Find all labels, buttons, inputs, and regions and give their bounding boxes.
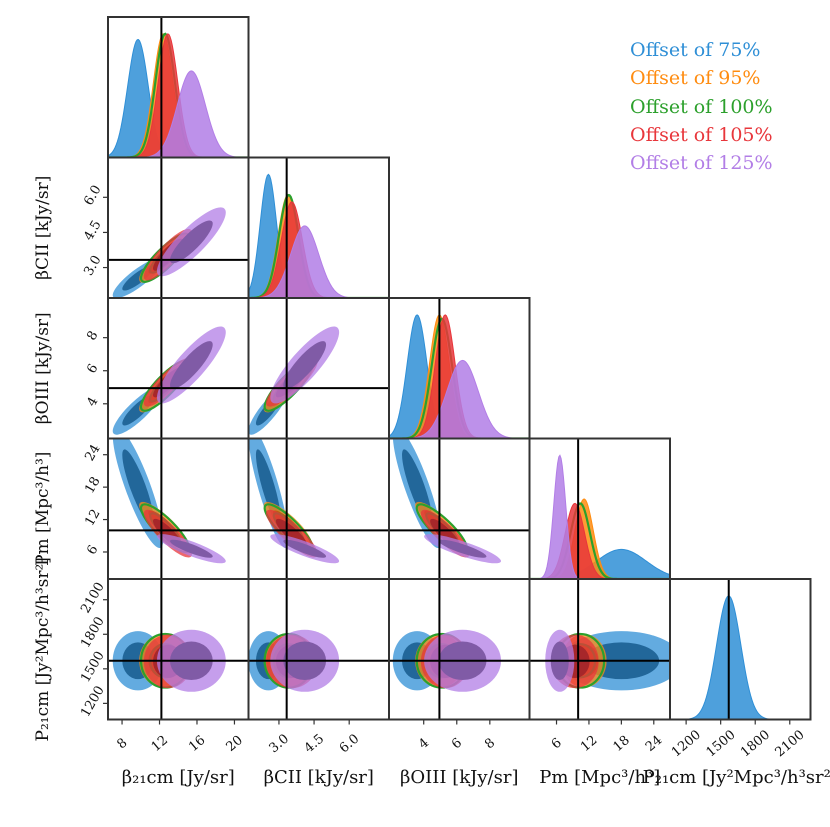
x-tick-label: 12 xyxy=(149,733,171,755)
contour xyxy=(170,539,213,558)
panel: 6 12 18 24 xyxy=(82,437,250,580)
x-axis-label: βOIII [kJy/sr] xyxy=(400,767,518,788)
x-tick-label: 4.5 xyxy=(302,731,327,756)
legend-entry: Offset of 100% xyxy=(630,95,773,118)
panel: 3.0 4.5 6.0 xyxy=(247,578,390,756)
contour xyxy=(283,341,327,389)
x-tick-label: 18 xyxy=(611,733,633,755)
panel xyxy=(388,437,531,580)
panel: 6 12 18 24 xyxy=(528,578,671,755)
panel: 1200 1500 1800 2100 xyxy=(669,578,812,761)
contour xyxy=(283,539,327,558)
y-tick-label: 6 xyxy=(84,543,101,558)
panel xyxy=(528,437,671,580)
contour xyxy=(170,220,213,264)
x-tick-label: 4 xyxy=(416,735,432,752)
x-tick-label: 1800 xyxy=(738,728,773,761)
x-tick-label: 12 xyxy=(578,733,600,755)
panel xyxy=(247,156,390,299)
panel xyxy=(107,16,250,159)
contour xyxy=(170,341,213,389)
y-tick-label: 3.0 xyxy=(81,253,104,278)
x-tick-label: 1200 xyxy=(669,728,704,761)
legend-entry: Offset of 105% xyxy=(630,123,773,146)
panel xyxy=(247,297,390,440)
y-tick-label: 18 xyxy=(82,474,103,496)
contour xyxy=(438,539,487,558)
x-tick-label: 2100 xyxy=(773,728,808,761)
legend: Offset of 75% Offset of 95% Offset of 10… xyxy=(630,36,773,177)
x-tick-label: 8 xyxy=(482,735,498,752)
x-axis-label: Pm [Mpc³/h³] xyxy=(539,767,660,788)
legend-entry: Offset of 95% xyxy=(630,67,761,90)
x-axis-label: β₂₁cm [Jy/sr] xyxy=(122,767,235,788)
x-tick-label: 1500 xyxy=(703,728,738,761)
y-tick-label: 6 xyxy=(84,362,101,377)
x-tick-label: 8 xyxy=(114,735,130,752)
x-tick-label: 6 xyxy=(449,735,465,752)
y-tick-label: 4.5 xyxy=(81,218,104,243)
marginal-curve xyxy=(670,595,811,720)
x-tick-label: 6 xyxy=(549,735,565,752)
marginal-curve xyxy=(248,173,389,298)
legend-entry: Offset of 125% xyxy=(630,152,773,175)
y-tick-label: 12 xyxy=(82,507,103,529)
y-tick-label: 2100 xyxy=(78,580,108,616)
panel xyxy=(388,297,531,440)
y-tick-label: 4 xyxy=(84,395,101,410)
x-axis-label: P₂₁cm [Jy²Mpc³/h³sr²] xyxy=(643,767,830,788)
y-tick-label: 6.0 xyxy=(81,183,104,208)
y-axis-label: βCII [kJy/sr] xyxy=(33,176,53,280)
y-tick-label: 24 xyxy=(82,442,103,464)
marginal-curve xyxy=(529,454,670,579)
x-tick-label: 24 xyxy=(643,733,665,755)
x-tick-label: 6.0 xyxy=(337,731,362,756)
panel: 4 6 8 xyxy=(84,297,250,440)
y-tick-label: 1500 xyxy=(78,649,108,685)
x-tick-label: 16 xyxy=(186,733,208,755)
panel xyxy=(247,437,390,580)
y-tick-label: 8 xyxy=(84,329,101,344)
x-axis-label: βCII [kJy/sr] xyxy=(264,767,374,788)
panel: 3.0 4.5 6.0 xyxy=(81,156,250,299)
y-axis-label: P₂₁cm [Jy²Mpc³/h³sr²] xyxy=(33,557,53,741)
x-tick-label: 20 xyxy=(224,733,246,755)
y-axis-label: βOIII [kJy/sr] xyxy=(33,312,53,424)
panel-frame xyxy=(669,578,812,721)
x-tick-label: 3.0 xyxy=(267,731,292,756)
y-axis-label: Pm [Mpc³/h³] xyxy=(33,452,53,566)
y-tick-label: 1800 xyxy=(78,614,108,650)
y-tick-label: 1200 xyxy=(78,684,108,720)
legend-entry: Offset of 75% xyxy=(630,39,761,61)
